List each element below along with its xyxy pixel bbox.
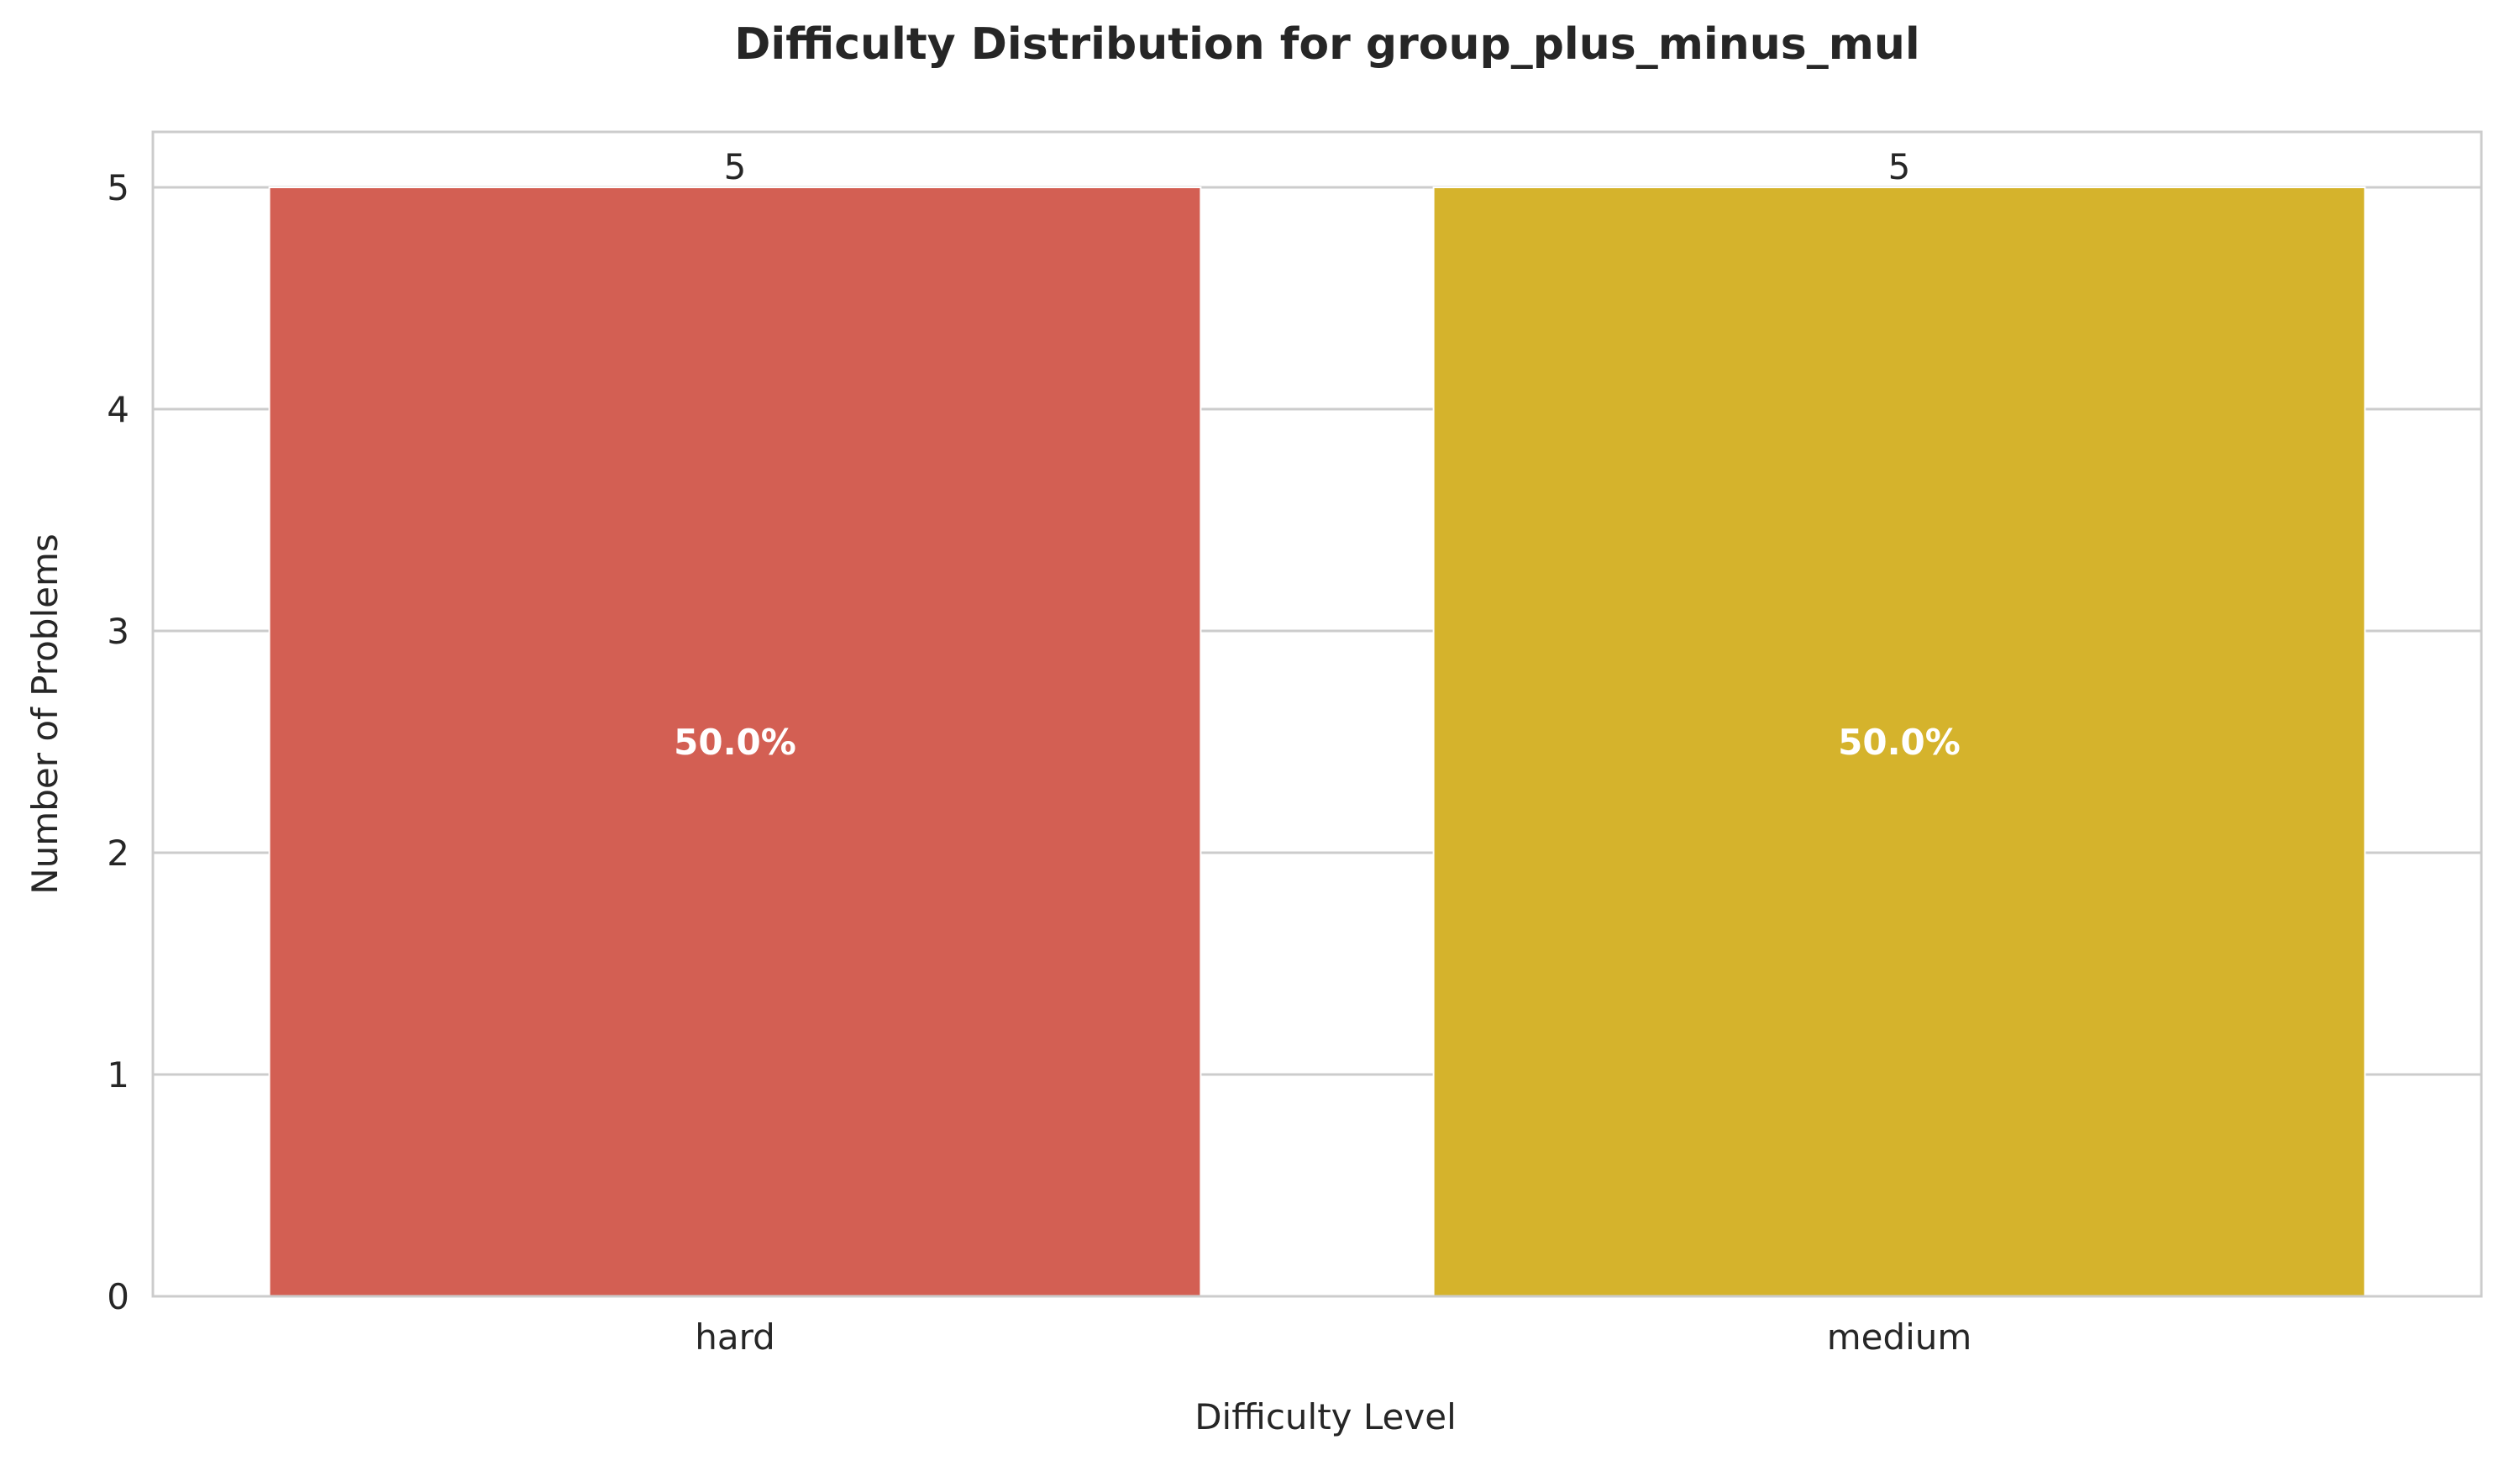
bar-hard <box>268 187 1202 1297</box>
y-tick-label: 1 <box>107 1054 129 1096</box>
y-axis-label: Number of Problems <box>24 533 66 895</box>
x-tick-label: hard <box>695 1316 775 1358</box>
y-tick-label: 3 <box>107 611 129 652</box>
x-axis-label: Difficulty Level <box>1194 1396 1457 1437</box>
plot-frame <box>151 130 2483 1298</box>
bar-medium <box>1432 187 2366 1297</box>
x-tick-label: medium <box>1827 1316 1972 1358</box>
y-axis-ticks: 0 1 2 3 4 5 <box>107 167 129 1317</box>
y-tick-label: 4 <box>107 389 129 430</box>
chart-title: Difficulty Distribution for group_plus_m… <box>734 19 1920 70</box>
bars <box>268 187 2366 1297</box>
y-tick-label: 0 <box>107 1276 129 1317</box>
bar-percent-label: 50.0% <box>1838 722 1961 763</box>
bar-value-label: 5 <box>724 146 747 187</box>
bar-percent-label: 50.0% <box>674 722 796 763</box>
y-tick-label: 5 <box>107 167 129 208</box>
bar-value-label: 5 <box>1888 146 1911 187</box>
x-axis-ticks: hard medium <box>695 1316 1971 1358</box>
y-tick-label: 2 <box>107 833 129 874</box>
bar-labels: 5 50.0% 5 50.0% <box>674 146 1961 763</box>
